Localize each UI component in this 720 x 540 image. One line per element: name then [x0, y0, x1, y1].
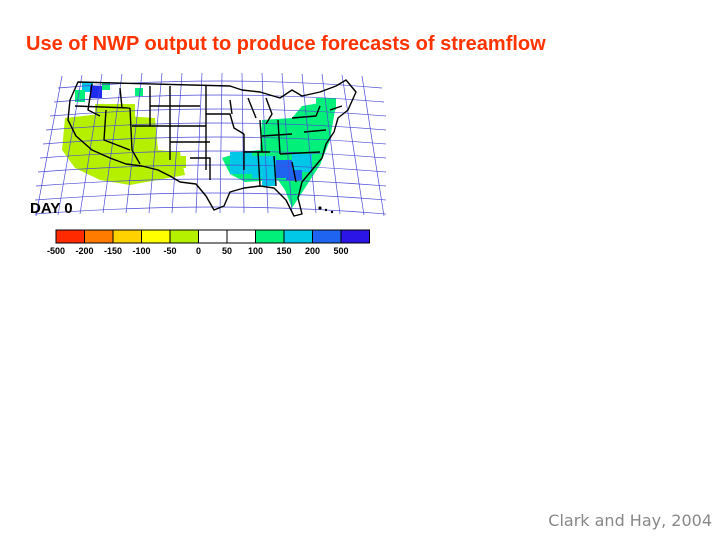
- legend-tick-label: 500: [333, 246, 348, 256]
- legend-tick-label: 50: [222, 246, 232, 256]
- legend-swatch: [198, 229, 228, 244]
- legend-swatch: [226, 229, 256, 244]
- legend-tick-label: 100: [248, 246, 263, 256]
- legend-swatch: [55, 229, 85, 244]
- state-boundaries: [67, 79, 357, 217]
- legend-swatch: [141, 229, 171, 244]
- legend-tick-label: 200: [305, 246, 320, 256]
- legend-tick-label: -500: [47, 246, 65, 256]
- color-legend: -500 -200 -150 -100 -50 0 50 100 150 200 500: [47, 229, 370, 256]
- legend-swatch: [255, 229, 285, 244]
- legend-tick-label: -200: [75, 246, 93, 256]
- legend-tick-label: 0: [196, 246, 201, 256]
- legend-tick-label: 150: [276, 246, 291, 256]
- legend-tick-label: -50: [163, 246, 176, 256]
- credit-citation: Clark and Hay, 2004: [548, 511, 712, 530]
- coastal-details: [318, 206, 334, 214]
- legend-swatch: [312, 229, 342, 244]
- legend-tick-label: -150: [104, 246, 122, 256]
- legend-tick-label: -100: [132, 246, 150, 256]
- day-label: DAY 0: [30, 200, 73, 217]
- legend-swatch: [169, 229, 199, 244]
- legend-swatch: [84, 229, 114, 244]
- map-grid: [34, 72, 387, 217]
- legend-swatch: [112, 229, 142, 244]
- legend-swatch: [340, 229, 370, 244]
- slide-title: Use of NWP output to produce forecasts o…: [26, 33, 546, 55]
- legend-swatch: [283, 229, 313, 244]
- us-anomaly-map: [34, 72, 387, 217]
